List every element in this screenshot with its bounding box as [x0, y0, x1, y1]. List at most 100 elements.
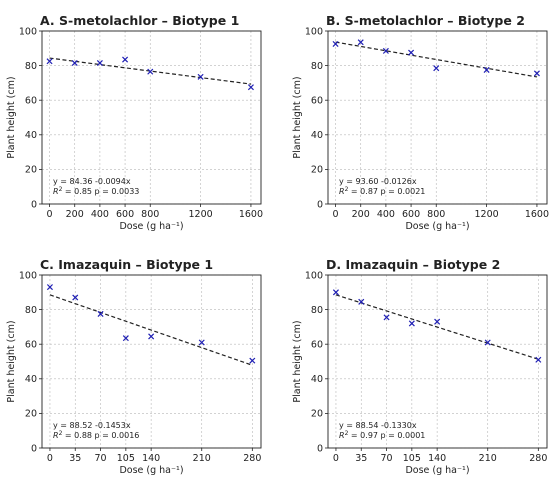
regression-equation: y = 88.54 -0.1330x: [339, 421, 417, 430]
r-squared-value: = 0.85 p = 0.0033: [62, 187, 139, 196]
regression-stats: R2 = 0.87 p = 0.0021: [339, 186, 425, 197]
data-point: [122, 56, 129, 63]
data-point: [332, 289, 339, 296]
x-tick-label: 1200: [188, 209, 212, 220]
data-point: [408, 49, 415, 56]
x-tick-label: 0: [333, 453, 339, 464]
regression-equation: y = 88.52 -0.1453x: [53, 421, 131, 430]
panel-title: C. Imazaquin – Biotype 1: [40, 257, 213, 272]
data-point: [46, 284, 53, 291]
data-point: [483, 66, 490, 73]
data-point: [97, 310, 104, 317]
x-tick-label: 0: [47, 453, 53, 464]
y-tick-label: 20: [25, 165, 37, 176]
x-tick-label: 140: [428, 453, 446, 464]
y-axis-label: Plant height (cm): [6, 320, 17, 402]
data-point: [332, 40, 339, 47]
x-tick-label: 140: [142, 453, 160, 464]
y-tick-label: 60: [25, 340, 37, 351]
data-point: [72, 294, 79, 301]
data-point: [383, 314, 390, 321]
y-tick-label: 100: [19, 270, 37, 281]
r-squared-symbol: R: [339, 431, 345, 440]
regression-line: [335, 41, 538, 78]
data-point: [408, 320, 415, 327]
data-point: [198, 339, 205, 346]
data-point: [533, 70, 540, 77]
y-tick-label: 0: [317, 199, 323, 210]
x-tick-label: 1600: [239, 209, 263, 220]
x-tick-label: 105: [117, 453, 135, 464]
x-tick-label: 210: [479, 453, 497, 464]
r-squared-exponent: 2: [345, 186, 349, 193]
data-point: [433, 65, 440, 72]
panel-title: B. S-metolachlor – Biotype 2: [326, 13, 525, 28]
x-axis-label: Dose (g ha⁻¹): [405, 221, 469, 232]
data-point: [46, 58, 53, 65]
y-tick-label: 80: [25, 61, 37, 72]
x-axis-label: Dose (g ha⁻¹): [119, 221, 183, 232]
r-squared-symbol: R: [53, 431, 59, 440]
y-tick-label: 40: [311, 374, 323, 385]
x-tick-label: 70: [94, 453, 106, 464]
data-point: [358, 298, 365, 305]
data-point: [122, 335, 129, 342]
r-squared-exponent: 2: [345, 430, 349, 437]
panel-title: A. S-metolachlor – Biotype 1: [40, 13, 239, 28]
regression-line: [49, 294, 253, 366]
y-tick-label: 0: [31, 443, 37, 454]
y-axis-label: Plant height (cm): [292, 320, 303, 402]
data-point: [382, 47, 389, 54]
y-tick-label: 80: [25, 305, 37, 316]
x-tick-label: 35: [355, 453, 367, 464]
y-tick-label: 80: [311, 61, 323, 72]
regression-stats: R2 = 0.97 p = 0.0001: [339, 430, 425, 441]
y-tick-label: 100: [19, 26, 37, 37]
r-squared-value: = 0.97 p = 0.0001: [348, 431, 425, 440]
data-point: [434, 318, 441, 325]
x-tick-label: 0: [47, 209, 53, 220]
x-tick-label: 105: [403, 453, 421, 464]
regression-stats: R2 = 0.88 p = 0.0016: [53, 430, 139, 441]
y-tick-label: 0: [31, 199, 37, 210]
y-axis-label: Plant height (cm): [6, 76, 17, 158]
regression-line: [49, 57, 252, 85]
x-axis-label: Dose (g ha⁻¹): [405, 465, 469, 476]
data-point: [96, 59, 103, 67]
r-squared-symbol: R: [53, 187, 59, 196]
y-tick-label: 80: [311, 305, 323, 316]
y-tick-label: 40: [25, 130, 37, 141]
y-tick-label: 20: [311, 165, 323, 176]
x-tick-label: 210: [193, 453, 211, 464]
data-point: [197, 73, 204, 80]
r-squared-value: = 0.88 p = 0.0016: [62, 431, 139, 440]
x-tick-label: 600: [116, 209, 134, 220]
x-tick-label: 200: [352, 209, 370, 220]
x-tick-label: 800: [427, 209, 445, 220]
regression-equation: y = 93.60 -0.0126x: [339, 177, 417, 186]
regression-equation: y = 84.36 -0.0094x: [53, 177, 131, 186]
regression-line: [335, 294, 539, 360]
x-tick-label: 400: [377, 209, 395, 220]
data-point: [148, 333, 155, 340]
data-point: [535, 356, 542, 363]
data-point: [249, 357, 256, 364]
x-tick-label: 600: [402, 209, 420, 220]
plot-frame: [41, 30, 262, 205]
x-tick-label: 1200: [474, 209, 498, 220]
x-tick-label: 200: [66, 209, 84, 220]
data-point: [357, 39, 364, 46]
data-point: [484, 339, 491, 346]
y-tick-label: 20: [311, 409, 323, 420]
panel-title: D. Imazaquin – Biotype 2: [326, 257, 500, 272]
x-tick-label: 280: [529, 453, 547, 464]
regression-stats: R2 = 0.85 p = 0.0033: [53, 186, 139, 197]
y-tick-label: 60: [311, 340, 323, 351]
x-axis-label: Dose (g ha⁻¹): [119, 465, 183, 476]
x-tick-label: 1600: [525, 209, 549, 220]
